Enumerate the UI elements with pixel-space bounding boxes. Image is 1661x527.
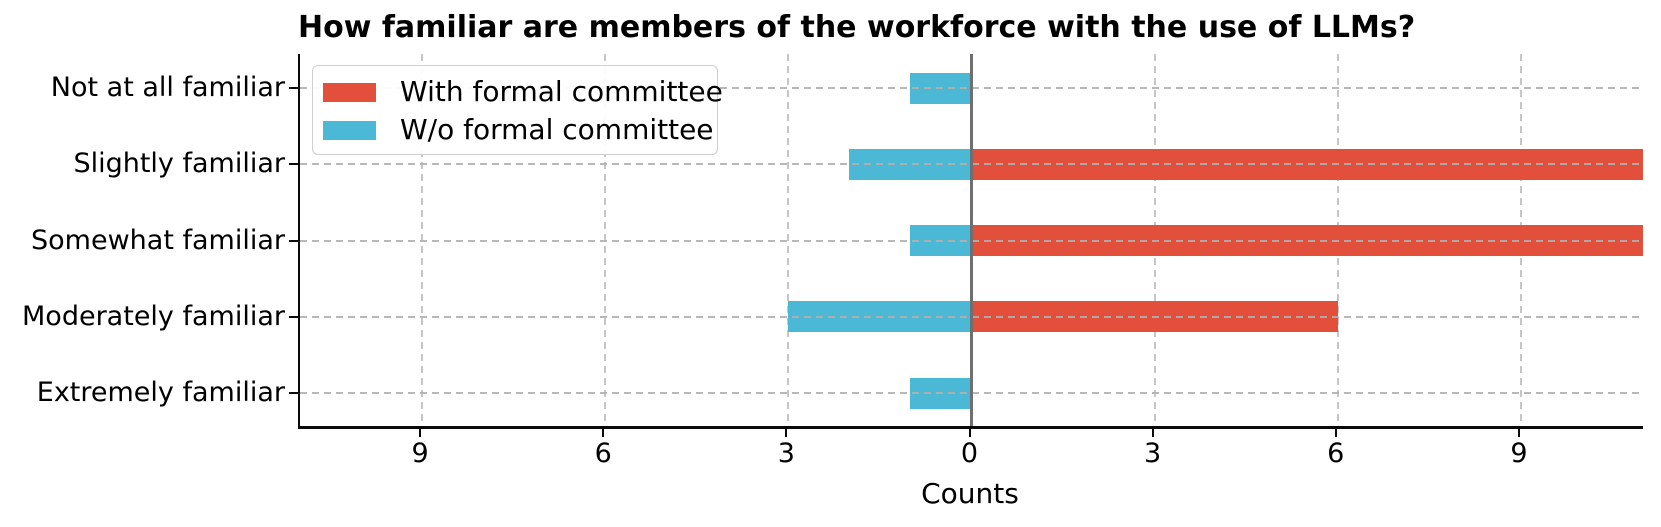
- legend-item-without-committee: W/o formal committee: [323, 113, 717, 147]
- x-tick-mark: [785, 429, 788, 437]
- y-category-label: Moderately familiar: [22, 300, 285, 332]
- y-tick-mark: [289, 315, 298, 318]
- y-tick-mark: [289, 239, 298, 242]
- x-tick-label: 0: [960, 438, 979, 469]
- y-tick-mark: [289, 87, 298, 89]
- x-tick-label: 6: [594, 438, 612, 469]
- y-category-label: Somewhat familiar: [31, 224, 285, 256]
- legend-swatch-red: [323, 82, 376, 102]
- plot-area: [298, 54, 1643, 429]
- x-tick-mark: [1517, 429, 1520, 437]
- legend: With formal committee W/o formal committ…: [312, 65, 723, 155]
- legend-label: With formal committee: [400, 75, 723, 108]
- legend-label: W/o formal committee: [400, 113, 714, 146]
- x-tick-label: 3: [1144, 438, 1162, 469]
- x-tick-label: 3: [777, 438, 795, 469]
- x-tick-label: 9: [1510, 438, 1528, 469]
- y-tick-mark: [289, 392, 298, 394]
- x-tick-label: 6: [1327, 438, 1345, 469]
- y-category-label: Not at all familiar: [50, 72, 285, 103]
- x-axis-label: Counts: [921, 477, 1019, 510]
- x-tick-mark: [968, 429, 971, 437]
- legend-swatch-blue: [323, 120, 376, 140]
- x-tick-mark: [1334, 429, 1337, 437]
- x-tick-label: 9: [411, 438, 429, 469]
- y-tick-mark: [289, 163, 298, 166]
- x-tick-mark: [602, 429, 605, 437]
- x-tick-mark: [419, 429, 422, 437]
- y-category-label: Extremely familiar: [36, 377, 285, 408]
- chart-title: How familiar are members of the workforc…: [298, 10, 1416, 45]
- x-tick-mark: [1151, 429, 1154, 437]
- y-category-label: Slightly familiar: [73, 148, 285, 180]
- zero-line: [970, 54, 973, 426]
- legend-item-with-committee: With formal committee: [323, 75, 723, 109]
